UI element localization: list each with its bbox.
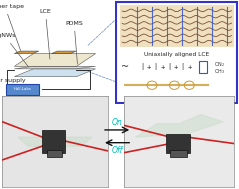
- Bar: [42, 130, 65, 153]
- Polygon shape: [52, 51, 76, 53]
- Text: |: |: [153, 63, 158, 70]
- Text: LCE: LCE: [39, 9, 51, 59]
- Polygon shape: [14, 69, 96, 77]
- Bar: [47, 150, 62, 157]
- Text: Off: Off: [111, 146, 123, 155]
- Bar: [6, 84, 39, 95]
- Polygon shape: [18, 137, 92, 146]
- Polygon shape: [14, 51, 39, 53]
- Bar: [166, 135, 190, 153]
- Text: Hall-Labs: Hall-Labs: [14, 88, 32, 91]
- Text: ~: ~: [121, 62, 129, 71]
- Polygon shape: [14, 53, 96, 66]
- Text: |: |: [140, 63, 144, 70]
- Text: +: +: [147, 64, 151, 70]
- Bar: [120, 5, 234, 47]
- Text: +: +: [174, 64, 178, 70]
- Text: AgNWs: AgNWs: [0, 33, 28, 67]
- Text: Power supply: Power supply: [0, 77, 26, 83]
- Text: On: On: [112, 118, 123, 127]
- Text: $\mathregular{CN_2}$: $\mathregular{CN_2}$: [214, 60, 225, 69]
- Text: +: +: [187, 64, 191, 70]
- Bar: [199, 61, 207, 73]
- Text: Copper tape: Copper tape: [0, 4, 24, 50]
- Text: $\mathregular{CH_3}$: $\mathregular{CH_3}$: [214, 67, 225, 76]
- Polygon shape: [14, 66, 96, 69]
- Text: |: |: [180, 63, 185, 70]
- Text: PDMS: PDMS: [65, 21, 83, 64]
- FancyBboxPatch shape: [116, 2, 237, 103]
- Bar: [170, 150, 187, 157]
- Text: Uniaxially aligned LCE: Uniaxially aligned LCE: [144, 52, 210, 57]
- Text: +: +: [160, 64, 164, 70]
- Text: |: |: [167, 63, 171, 70]
- Polygon shape: [135, 115, 223, 137]
